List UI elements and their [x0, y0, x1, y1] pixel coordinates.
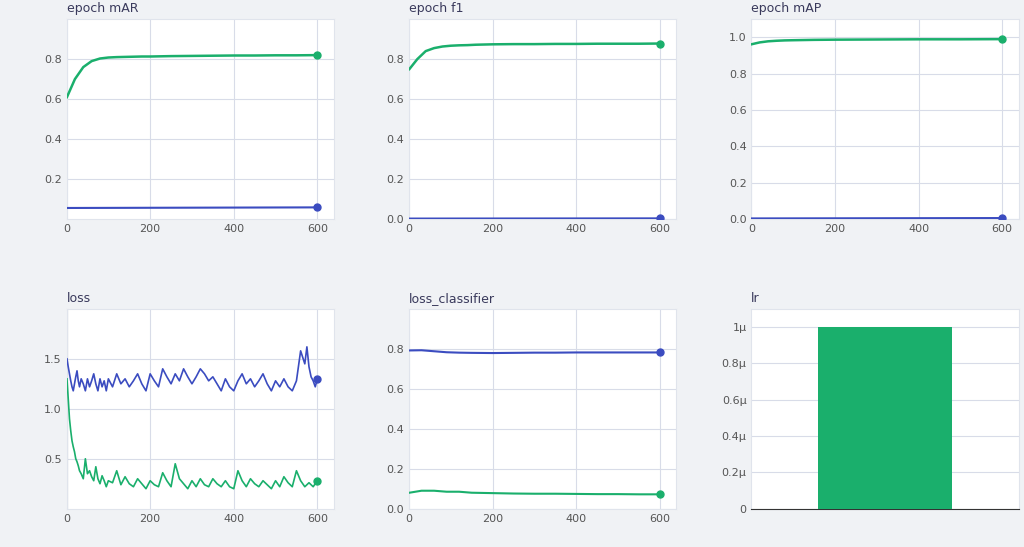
Bar [818, 327, 952, 509]
Text: epoch mAR: epoch mAR [67, 2, 138, 15]
Text: loss: loss [67, 292, 91, 305]
Text: epoch f1: epoch f1 [409, 2, 464, 15]
Text: lr: lr [752, 292, 760, 305]
Text: loss_classifier: loss_classifier [409, 292, 495, 305]
Text: epoch mAP: epoch mAP [752, 2, 821, 15]
